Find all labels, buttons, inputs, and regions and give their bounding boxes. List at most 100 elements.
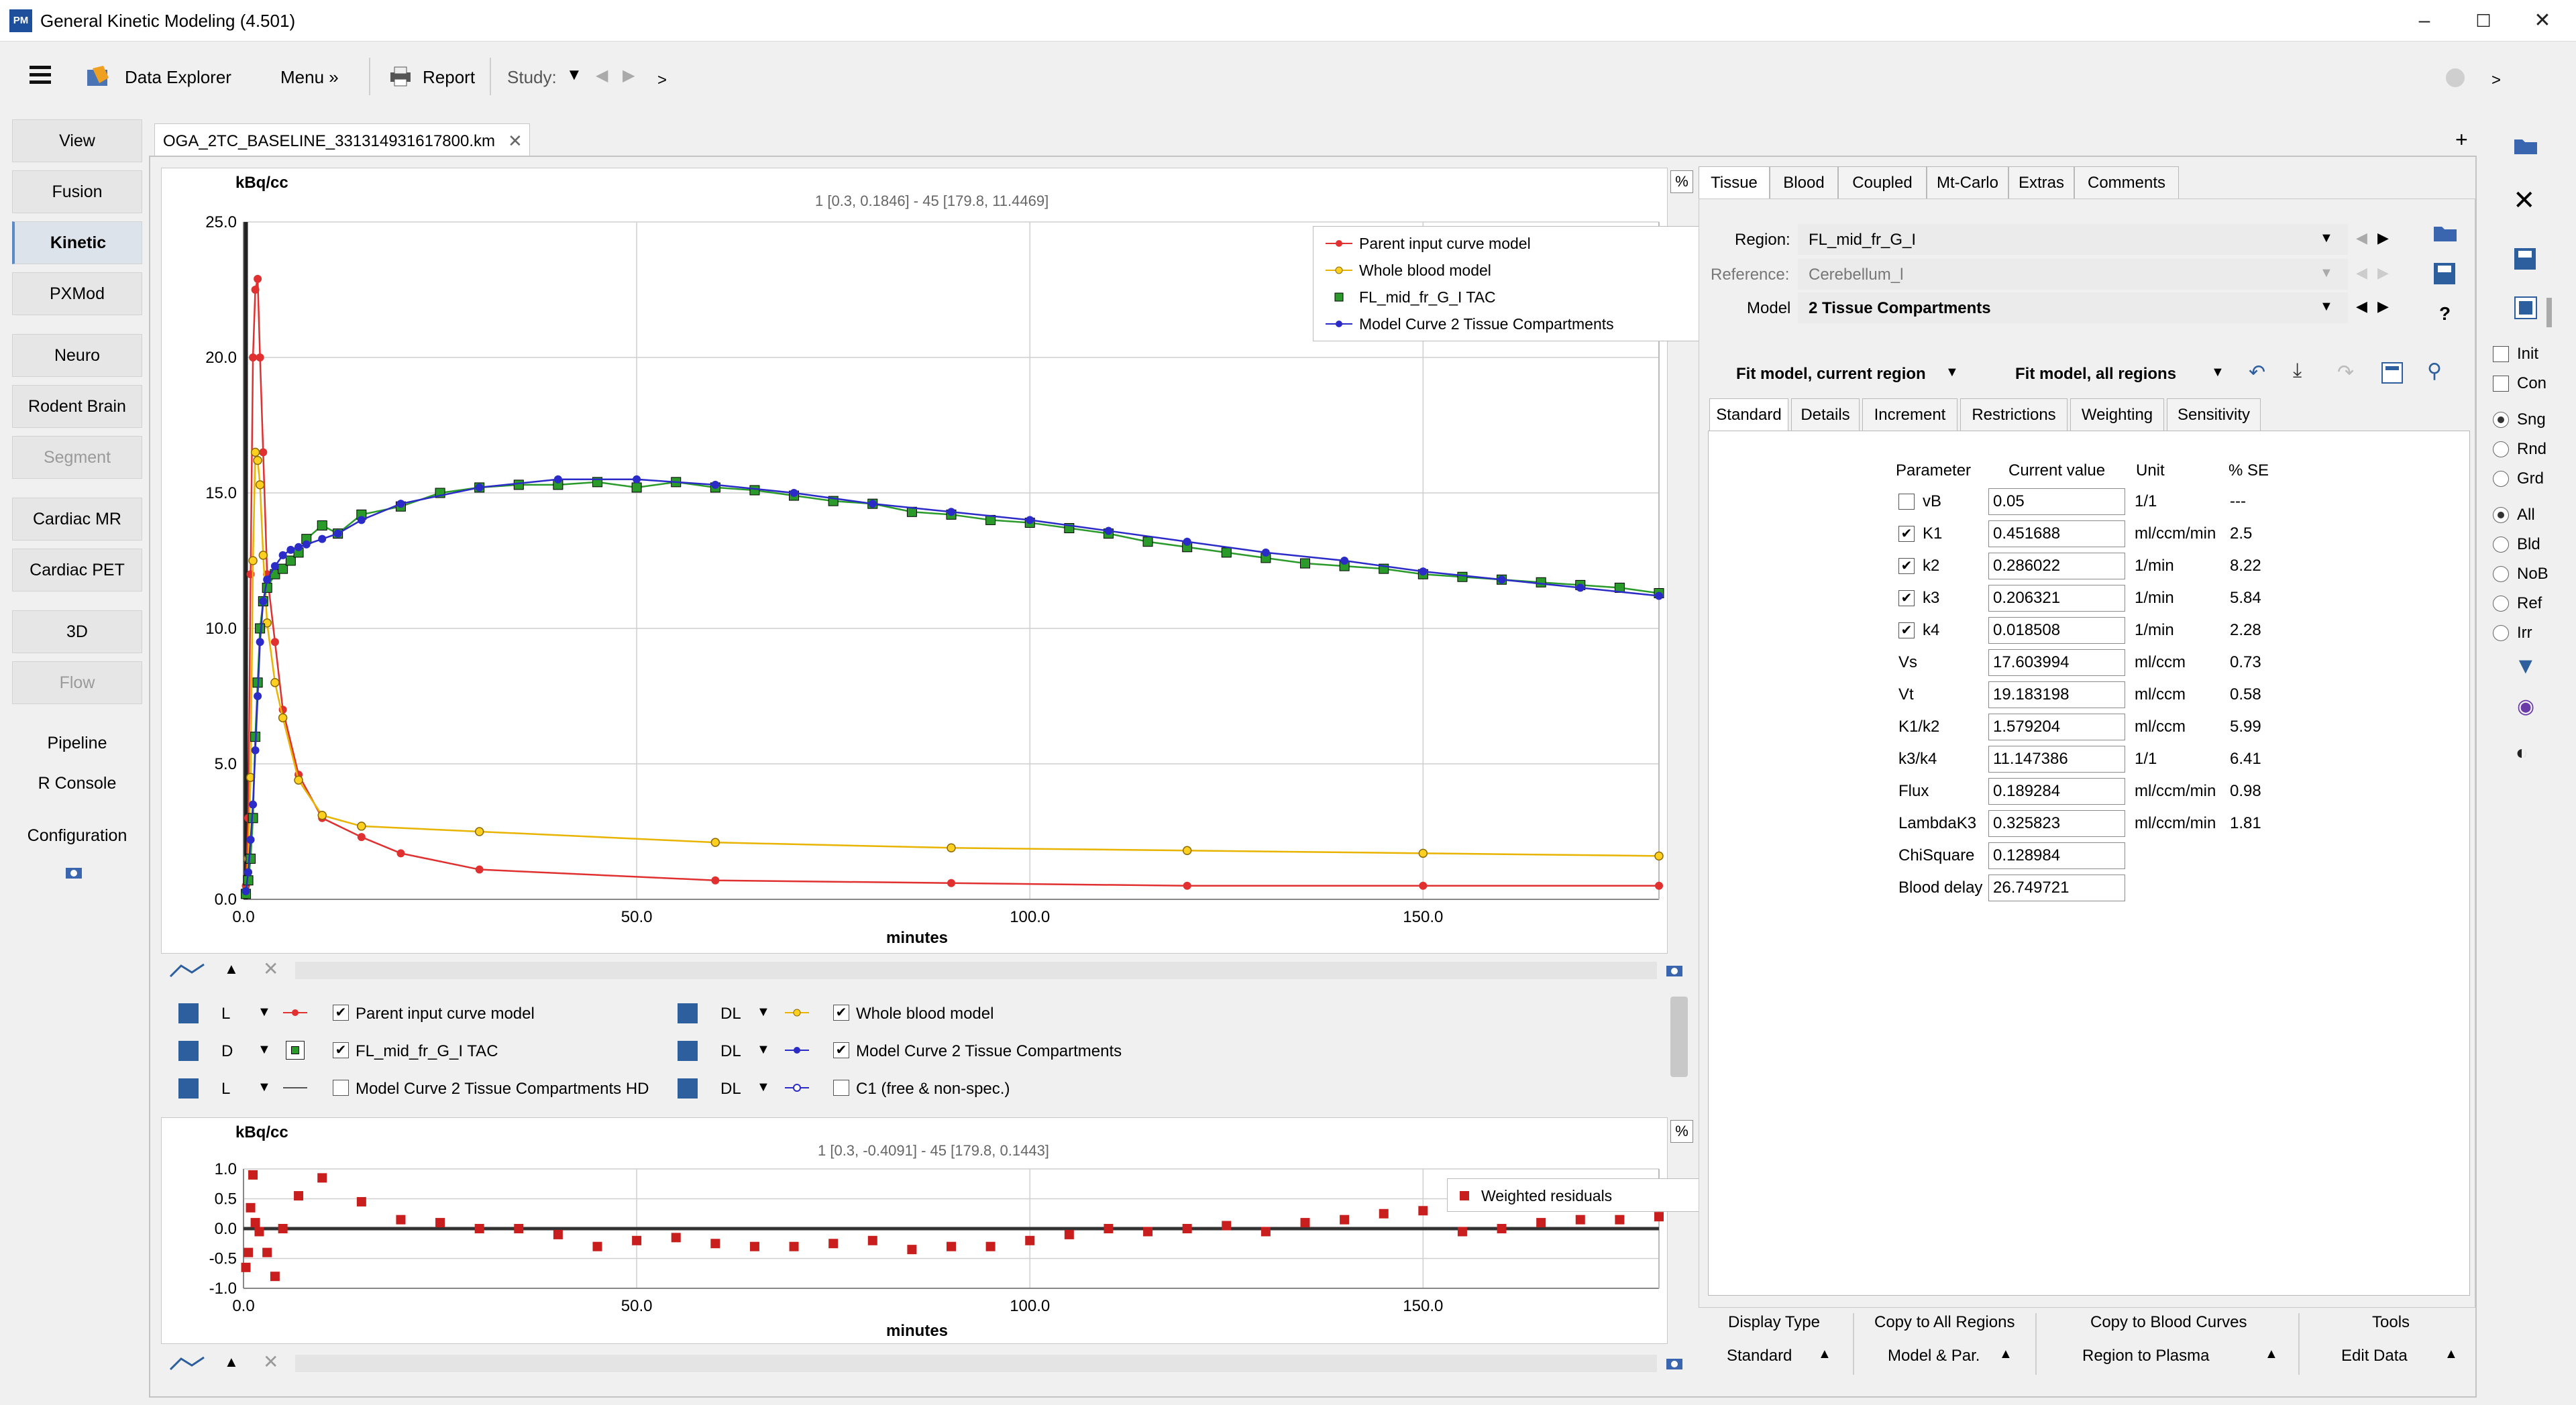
nav-view[interactable]: View <box>12 119 142 162</box>
curve-style-icon[interactable] <box>169 1353 207 1372</box>
open-folder-icon[interactable] <box>2432 221 2459 244</box>
nav-fusion[interactable]: Fusion <box>12 170 142 213</box>
hamburger-menu-icon[interactable] <box>30 66 51 85</box>
prev-model-icon[interactable]: ◀ <box>2356 298 2367 315</box>
menu-button[interactable]: Menu » <box>280 67 339 87</box>
document-tab[interactable]: OGA_2TC_BASELINE_331314931617800.km ✕ <box>154 123 530 157</box>
curve-visible-checkbox[interactable]: ✔ <box>333 1042 349 1058</box>
subtab-details[interactable]: Details <box>1791 398 1860 432</box>
curve-mode-dropdown-icon[interactable]: ▼ <box>757 1005 770 1019</box>
param-value-field[interactable]: 26.749721 <box>1988 875 2125 901</box>
curve-symbol-open-dot[interactable] <box>784 1080 810 1096</box>
zoom-icon[interactable]: ⚲ <box>2427 360 2442 382</box>
save-model-icon[interactable] <box>2434 263 2455 284</box>
all-radio[interactable] <box>2493 507 2509 523</box>
add-tab-icon[interactable]: + <box>2455 127 2468 152</box>
strip-scroll-handle[interactable] <box>2546 298 2552 327</box>
subtab-increment[interactable]: Increment <box>1862 398 1957 432</box>
save-curve-icon[interactable] <box>678 1041 698 1061</box>
bld-radio[interactable] <box>2493 537 2509 553</box>
copy-all-regions-button[interactable]: Model & Par. ▲ <box>1878 1341 2026 1371</box>
nav-cardiac-pet[interactable]: Cardiac PET <box>12 549 142 592</box>
collapse-up-icon[interactable]: ▲ <box>224 960 239 977</box>
fit-all-dropdown-icon[interactable]: ▼ <box>2211 365 2224 380</box>
close-window-button[interactable]: ✕ <box>2534 9 2551 32</box>
fit-current-region-button[interactable]: Fit model, current region ▼ <box>1717 355 1972 392</box>
nav-flow[interactable]: Flow <box>12 661 142 704</box>
subtab-weighting[interactable]: Weighting <box>2070 398 2164 432</box>
prev-reference-icon[interactable]: ◀ <box>2356 264 2367 281</box>
param-value-field[interactable]: 0.286022 <box>1988 553 2125 579</box>
curve-symbol-green-square[interactable] <box>286 1041 305 1060</box>
rnd-radio[interactable] <box>2493 441 2509 457</box>
tab-blood[interactable]: Blood <box>1770 166 1838 200</box>
param-value-field[interactable]: 0.128984 <box>1988 842 2125 869</box>
init-checkbox[interactable] <box>2493 346 2509 362</box>
help-button[interactable]: ? <box>2439 303 2451 324</box>
curve-symbol-yellow-dot[interactable] <box>784 1005 810 1021</box>
curve-mode-dropdown-icon[interactable]: ▼ <box>757 1080 770 1094</box>
reference-dropdown-icon[interactable]: ▼ <box>2320 266 2333 280</box>
nav-3d[interactable]: 3D <box>12 610 142 653</box>
curve-mode-dropdown-icon[interactable]: ▼ <box>258 1005 271 1019</box>
subtab-restrictions[interactable]: Restrictions <box>1960 398 2068 432</box>
nav-configuration[interactable]: Configuration <box>27 826 127 845</box>
curve-visible-checkbox[interactable]: ✔ <box>833 1005 849 1021</box>
residual-chart-scrollbar[interactable] <box>295 1355 1657 1372</box>
contrast-icon[interactable]: ◐ <box>2516 742 2528 764</box>
curve-symbol-red-dot[interactable] <box>282 1005 309 1021</box>
subtab-sensitivity[interactable]: Sensitivity <box>2167 398 2261 432</box>
nob-radio[interactable] <box>2493 566 2509 582</box>
prev-study-icon[interactable]: ◀ <box>596 66 608 85</box>
filter-icon[interactable]: ▼ <box>2514 653 2537 679</box>
prev-region-icon[interactable]: ◀ <box>2356 229 2367 246</box>
minimize-button[interactable]: – <box>2418 9 2430 32</box>
calculator-icon[interactable] <box>2381 362 2403 384</box>
study-dropdown-icon[interactable]: ▼ <box>566 66 582 84</box>
copy-blood-curves-button[interactable]: Region to Plasma ▲ <box>2073 1341 2288 1371</box>
residual-chart-svg[interactable]: 0.0 50.0 100.0 150.0 1.0 0.5 0.0 -0.5 -1.0 <box>162 1118 1668 1345</box>
nav-pxmod[interactable]: PXMod <box>12 272 142 315</box>
curve-mode-dropdown-icon[interactable]: ▼ <box>258 1080 271 1094</box>
residual-chart-percent-button[interactable]: % <box>1670 1120 1693 1143</box>
irr-radio[interactable] <box>2493 625 2509 641</box>
main-chart-percent-button[interactable]: % <box>1670 170 1693 193</box>
curve-list-scrollbar[interactable] <box>1670 997 1688 1077</box>
curve-visible-checkbox[interactable]: ✔ <box>833 1042 849 1058</box>
param-fit-checkbox-k2[interactable]: ✔ <box>1898 558 1915 574</box>
region-select[interactable]: FL_mid_fr_G_I ▼ <box>1798 224 2348 255</box>
tools-up-icon[interactable]: ▲ <box>2445 1347 2458 1361</box>
tab-tissue[interactable]: Tissue <box>1699 166 1770 200</box>
curve-visible-checkbox[interactable]: ✔ <box>333 1005 349 1021</box>
close-panel-icon[interactable]: ✕ <box>2513 186 2536 215</box>
con-checkbox[interactable] <box>2493 376 2509 392</box>
param-fit-checkbox-k1[interactable]: ✔ <box>1898 526 1915 542</box>
subtab-standard[interactable]: Standard <box>1709 398 1788 432</box>
curve-visible-checkbox[interactable] <box>333 1080 349 1096</box>
curve-style-icon[interactable] <box>169 960 207 979</box>
sng-radio[interactable] <box>2493 412 2509 428</box>
param-value-field[interactable]: 0.206321 <box>1988 585 2125 612</box>
next-study-icon[interactable]: ▶ <box>623 66 635 85</box>
camera-icon[interactable] <box>64 865 83 881</box>
study-more-button[interactable]: > <box>657 71 667 89</box>
redo-icon[interactable]: ↷ <box>2337 361 2355 384</box>
curve-mode-dropdown-icon[interactable]: ▼ <box>258 1042 271 1057</box>
display-type-button[interactable]: Standard ▲ <box>1717 1341 1845 1371</box>
next-model-icon[interactable]: ▶ <box>2377 298 2389 315</box>
param-value-field[interactable]: 0.189284 <box>1988 778 2125 805</box>
param-value-field[interactable]: 0.018508 <box>1988 617 2125 644</box>
save-curve-icon[interactable] <box>678 1003 698 1023</box>
report-icon[interactable] <box>389 66 412 87</box>
nav-neuro[interactable]: Neuro <box>12 334 142 377</box>
copy-all-regions-up-icon[interactable]: ▲ <box>1999 1347 2012 1361</box>
save-icon[interactable] <box>2514 248 2536 270</box>
display-type-up-icon[interactable]: ▲ <box>1818 1347 1831 1361</box>
target-icon[interactable]: ◉ <box>2517 695 2535 718</box>
nav-pipeline[interactable]: Pipeline <box>47 734 107 752</box>
curve-mode-dropdown-icon[interactable]: ▼ <box>757 1042 770 1057</box>
save-curve-icon[interactable] <box>678 1078 698 1099</box>
param-value-field[interactable]: 1.579204 <box>1988 714 2125 740</box>
save-curve-icon[interactable] <box>178 1078 199 1099</box>
main-chart-snapshot-icon[interactable] <box>1665 963 1684 979</box>
